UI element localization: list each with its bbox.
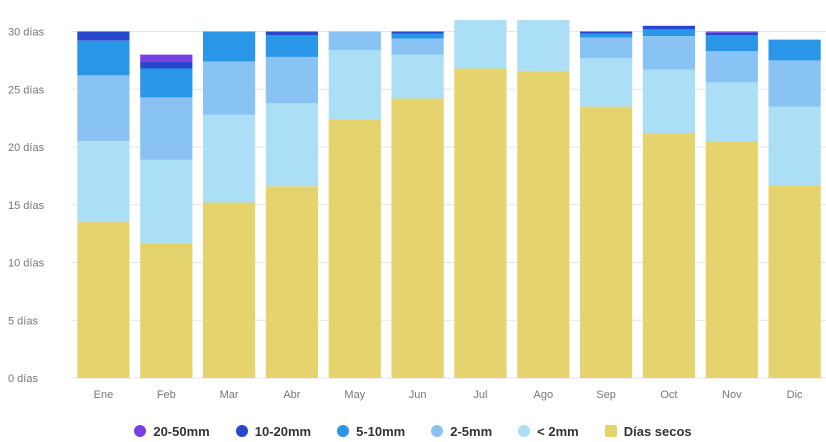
legend-label: 2-5mm: [450, 423, 493, 439]
bar-segment[interactable]: [454, 20, 507, 69]
legend-label: Días secos: [623, 423, 692, 439]
bar-segment[interactable]: [705, 32, 758, 35]
bar-segment[interactable]: [140, 54, 193, 62]
bar-segment[interactable]: [265, 35, 318, 57]
x-tick-label: Oct: [660, 389, 677, 401]
legend-item[interactable]: Días secos: [604, 423, 692, 439]
legend-label: < 2mm: [537, 423, 579, 439]
bar-segment[interactable]: [203, 202, 256, 379]
x-tick-label: Sep: [596, 389, 616, 401]
legend-swatch: [235, 425, 248, 437]
y-tick-label: 0 días: [8, 373, 38, 385]
y-tick-label: 5 días: [8, 315, 38, 327]
legend-label: 5-10mm: [356, 423, 406, 439]
y-tick-label: 15 días: [8, 200, 45, 212]
bar-segment[interactable]: [580, 58, 633, 107]
bar-segment[interactable]: [642, 133, 695, 378]
bar-segment[interactable]: [203, 61, 256, 115]
legend-swatch: [134, 425, 147, 437]
legend-item[interactable]: 5-10mm: [337, 424, 405, 439]
bar-segment[interactable]: [768, 39, 821, 61]
bar-segment[interactable]: [454, 68, 507, 379]
legend-swatch: [604, 425, 617, 437]
bar-segment[interactable]: [580, 37, 633, 59]
bar-segment[interactable]: [203, 31, 256, 62]
legend-swatch: [337, 425, 350, 437]
bar-segment[interactable]: [77, 141, 130, 223]
grid-lines: [72, 31, 826, 379]
bar-segment[interactable]: [140, 61, 193, 69]
bar-segment[interactable]: [642, 69, 695, 134]
bar-segment[interactable]: [580, 106, 633, 378]
bar-segment[interactable]: [642, 29, 695, 37]
y-tick-label: 25 días: [8, 84, 45, 96]
bar-segment[interactable]: [705, 141, 758, 378]
x-tick-label: Nov: [722, 389, 742, 401]
x-tick-label: Ago: [534, 389, 554, 401]
x-tick-label: Jun: [409, 389, 427, 401]
x-tick-label: Abr: [283, 389, 300, 401]
bar-segment[interactable]: [77, 75, 130, 142]
bar-segment[interactable]: [140, 97, 193, 160]
bar-segment[interactable]: [517, 20, 570, 71]
bar-segment[interactable]: [580, 33, 633, 38]
bar-segment[interactable]: [642, 25, 695, 30]
bar-segment[interactable]: [265, 103, 318, 187]
bar-segment[interactable]: [705, 31, 758, 33]
legend-label: 20-50mm: [153, 423, 210, 439]
bar-segment[interactable]: [517, 70, 570, 379]
bar-segment[interactable]: [328, 50, 381, 120]
bar-segment[interactable]: [265, 31, 318, 36]
bar-segment[interactable]: [705, 82, 758, 142]
bar-segment[interactable]: [77, 40, 130, 76]
bar-segment[interactable]: [391, 98, 444, 379]
bar-segment[interactable]: [328, 31, 381, 51]
bar-segment[interactable]: [140, 242, 193, 378]
legend-item[interactable]: < 2mm: [518, 424, 579, 439]
bar-segment[interactable]: [642, 36, 695, 70]
x-tick-label: Jul: [473, 389, 487, 401]
bar-segment[interactable]: [391, 31, 444, 34]
bar-segment[interactable]: [77, 222, 130, 378]
bar-segment[interactable]: [768, 185, 821, 378]
legend-item[interactable]: 2-5mm: [431, 424, 492, 439]
bar-segment[interactable]: [768, 60, 821, 107]
stacked-bar-chart: 0 días 5 días 10 días 15 días 20 días 25 días…: [8, 20, 826, 401]
bar-segment[interactable]: [391, 54, 444, 99]
bar-segment[interactable]: [705, 51, 758, 83]
bar-segment[interactable]: [203, 114, 256, 203]
x-tick-label: Feb: [157, 389, 176, 401]
legend-swatch: [518, 425, 531, 437]
bar-segment[interactable]: [580, 31, 633, 34]
y-tick-label: 30 días: [8, 27, 45, 39]
bar-segment[interactable]: [265, 186, 318, 378]
legend-swatch: [431, 425, 444, 437]
bar-segment[interactable]: [140, 68, 193, 98]
x-tick-label: Dic: [787, 389, 803, 401]
legend-label: 10-20mm: [254, 423, 312, 439]
bars: [77, 20, 821, 379]
y-tick-label: 10 días: [8, 258, 45, 270]
bar-segment[interactable]: [328, 119, 381, 379]
bar-segment[interactable]: [77, 31, 130, 41]
y-axis-tick-labels: 0 días 5 días 10 días 15 días 20 días 25 días…: [8, 27, 45, 385]
bar-segment[interactable]: [391, 33, 444, 39]
bar-segment[interactable]: [768, 106, 821, 186]
bar-segment[interactable]: [391, 38, 444, 55]
bar-segment[interactable]: [705, 35, 758, 52]
legend-item[interactable]: 10-20mm: [235, 423, 312, 439]
x-tick-label: Ene: [94, 389, 114, 401]
x-axis-tick-labels: Ene Feb Mar Abr May Jun Jul Ago Sep Oct Nov Dic: [94, 389, 803, 401]
y-tick-label: 20 días: [8, 142, 45, 154]
legend: 20-50mm 10-20mm 5-10mm 2-5mm < 2mm Días secos: [0, 420, 826, 442]
bar-segment[interactable]: [140, 159, 193, 243]
legend-item[interactable]: 20-50mm: [134, 423, 210, 439]
bar-segment[interactable]: [265, 57, 318, 104]
x-tick-label: May: [344, 389, 365, 401]
x-tick-label: Mar: [220, 389, 239, 401]
